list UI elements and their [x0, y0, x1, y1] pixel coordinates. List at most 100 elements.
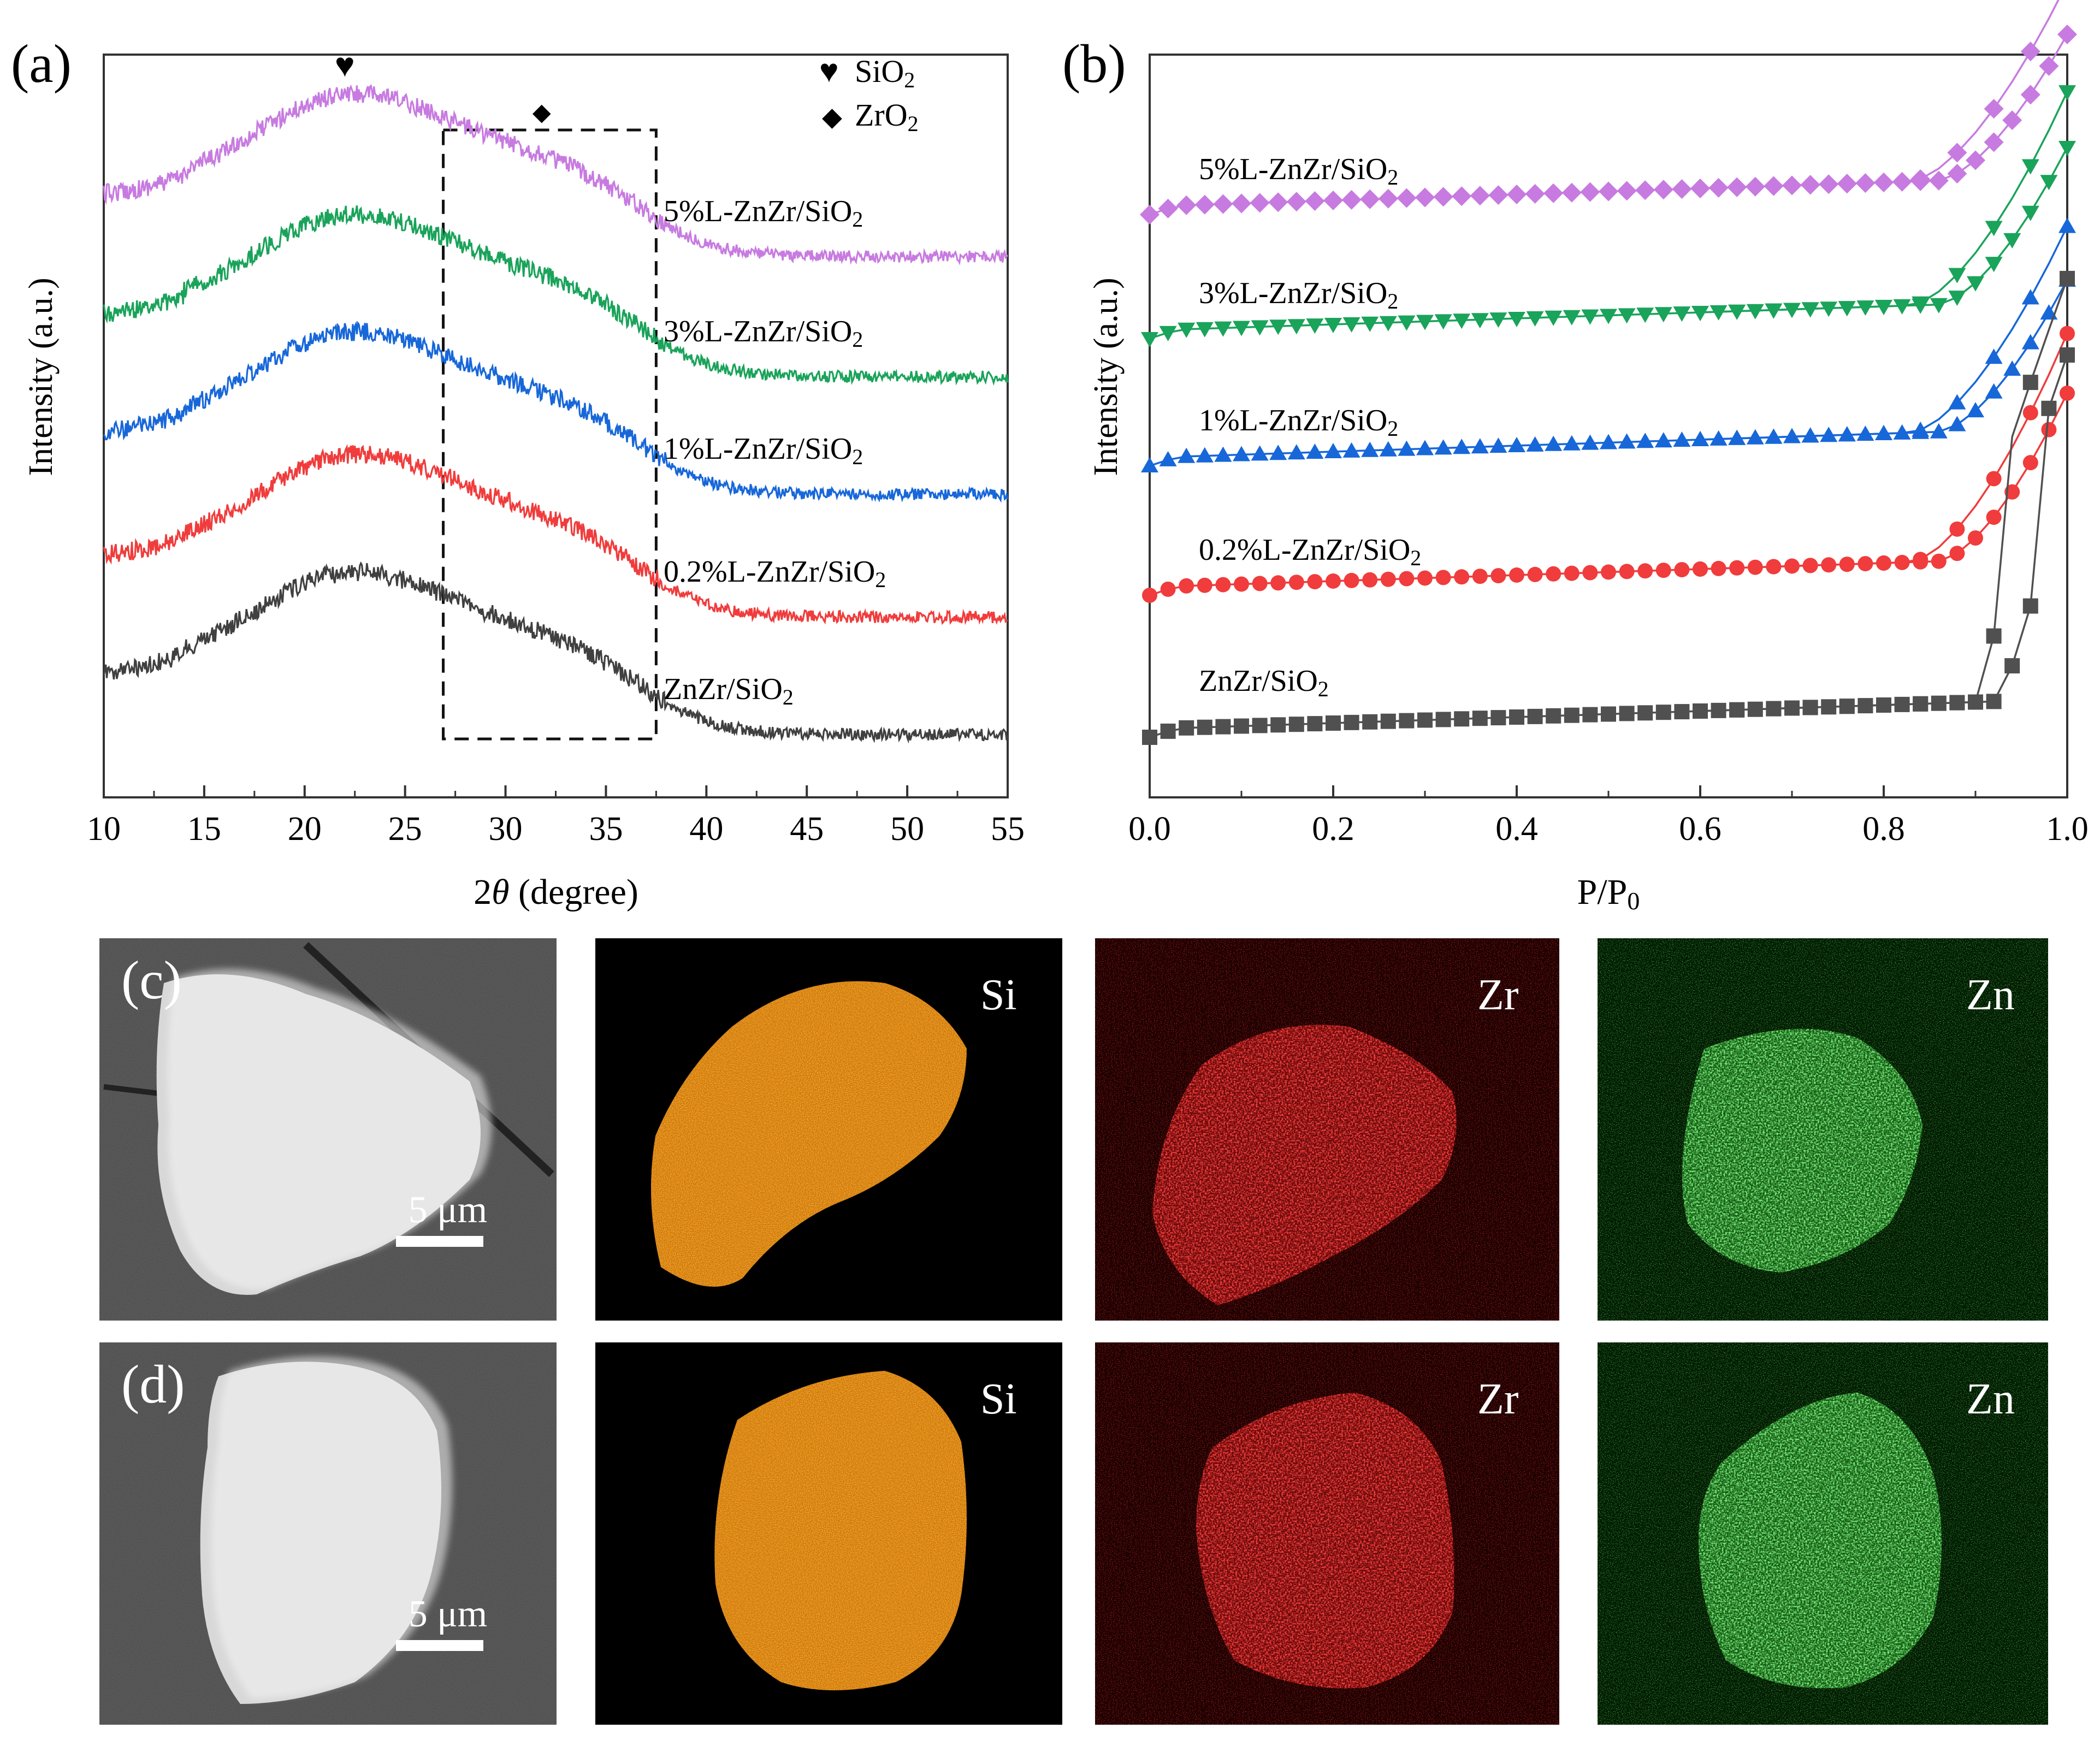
- xrd-series-label: 0.2%L-ZnZr/SiO2: [664, 555, 886, 592]
- isotherm-marker: [1709, 430, 1728, 446]
- isotherm-marker: [1141, 457, 1158, 472]
- isotherm-marker: [1893, 424, 1911, 440]
- isotherm-marker: [1819, 174, 1839, 194]
- isotherm-marker: [1599, 181, 1618, 202]
- isotherm-marker: [1415, 187, 1435, 208]
- eds-particle-speckle: [1196, 1393, 1454, 1689]
- isotherm-marker: [2058, 141, 2076, 156]
- isotherm-marker: [1985, 257, 2003, 273]
- isotherm-marker: [1545, 310, 1563, 326]
- isotherm-marker: [1546, 566, 1561, 582]
- isotherm-marker: [1674, 562, 1690, 578]
- isotherm-marker: [2060, 325, 2075, 341]
- isotherm-marker: [1178, 322, 1196, 338]
- isotherm-marker: [2041, 400, 2057, 416]
- isotherm-marker: [1380, 713, 1396, 729]
- eds-element-label: Si: [980, 971, 1017, 1019]
- isotherm-marker: [1471, 438, 1489, 454]
- isotherm-marker: [1766, 559, 1782, 575]
- isotherm-marker: [1341, 190, 1362, 210]
- legend-sio2-label: SiO2: [855, 54, 915, 92]
- isotherm-marker: [1305, 191, 1325, 211]
- isotherm-marker: [1269, 445, 1287, 460]
- isotherm-marker: [2022, 405, 2038, 421]
- isotherm-marker: [1252, 718, 1268, 733]
- isotherm-marker: [2003, 233, 2021, 248]
- isotherm-marker: [1269, 319, 1287, 335]
- isotherm-marker: [1948, 268, 1966, 283]
- isotherm-series-label: 0.2%L-ZnZr/SiO2: [1199, 533, 1421, 570]
- isotherm-marker: [1434, 314, 1452, 330]
- isotherm-marker: [1326, 715, 1341, 731]
- isotherm-marker: [2057, 25, 2077, 44]
- isotherm-marker: [2058, 217, 2076, 233]
- isotherm-marker: [1380, 571, 1396, 587]
- panel-b-label: (b): [1062, 33, 1126, 94]
- panel-label: (d): [121, 1354, 185, 1415]
- isotherm-marker: [1232, 193, 1251, 214]
- isotherm-marker: [1931, 695, 1947, 711]
- isotherm-marker: [2022, 375, 2038, 390]
- isotherm-marker: [1234, 718, 1249, 734]
- isotherm-marker: [1746, 429, 1764, 445]
- isotherm-marker: [1893, 299, 1911, 315]
- isotherm-marker: [1453, 313, 1471, 329]
- isotherm-marker: [1564, 707, 1580, 723]
- isotherm-series-label: ZnZr/SiO2: [1199, 664, 1329, 701]
- sem-eds-panels: (c) 5 μm Si Zr Zn (d) 5 μm Si Zr Zn: [99, 938, 2048, 1725]
- isotherm-marker: [2021, 205, 2039, 221]
- isotherm-marker: [1379, 316, 1397, 332]
- isotherm-marker: [1344, 572, 1359, 588]
- isotherm-marker: [1526, 436, 1544, 452]
- isotherm-marker: [1653, 180, 1673, 200]
- isotherm-marker: [1948, 291, 1966, 306]
- isotherm-marker: [1326, 573, 1341, 589]
- xrd-series-label: 5%L-ZnZr/SiO2: [664, 194, 863, 232]
- isotherm-marker: [1984, 132, 2004, 152]
- isotherm-marker: [1986, 510, 2002, 525]
- isotherm-marker: [2002, 110, 2022, 131]
- isotherm-marker: [1324, 318, 1342, 333]
- isotherm-marker: [1821, 699, 1837, 715]
- xrd-series-line: [103, 443, 1008, 625]
- isotherm-marker: [1690, 179, 1710, 198]
- isotherm-marker: [1783, 303, 1801, 318]
- isotherm-marker: [1179, 578, 1194, 594]
- xtick-label: 0.6: [1679, 810, 1722, 848]
- isotherm-marker: [1947, 164, 1967, 184]
- xtick-label: 0.2: [1312, 810, 1354, 848]
- isotherm-marker: [1251, 320, 1269, 336]
- isotherm-marker: [1876, 697, 1891, 713]
- legend-heart-icon: ♥: [819, 53, 839, 89]
- isotherm-marker: [1270, 575, 1286, 591]
- isotherm-marker: [2060, 386, 2075, 401]
- isotherm-marker: [1728, 429, 1746, 445]
- isotherm-marker: [1399, 713, 1415, 729]
- isotherm-marker: [1784, 700, 1800, 716]
- isotherm-marker: [1470, 186, 1490, 206]
- xtick-label: 35: [589, 810, 623, 848]
- isotherm-marker: [1967, 402, 1984, 418]
- isotherm-marker: [2004, 658, 2020, 674]
- isotherm-marker: [2020, 85, 2040, 105]
- isotherm-marker: [1875, 300, 1892, 315]
- isotherm-marker: [1251, 445, 1269, 461]
- isotherm-marker: [1839, 699, 1855, 714]
- isotherm-markers: [1141, 85, 2076, 347]
- eds-element-label: Zn: [1966, 1375, 2015, 1423]
- isotherm-marker: [2021, 159, 2039, 175]
- xrd-series-line: [103, 321, 1009, 503]
- isotherm-marker: [1582, 565, 1598, 581]
- isotherm-marker: [1252, 576, 1268, 591]
- isotherm-marker: [1858, 556, 1873, 572]
- panel-a-peak-markers: ♥◆: [335, 47, 551, 126]
- isotherm-marker: [1800, 175, 1820, 195]
- isotherm-marker: [1268, 192, 1288, 212]
- isotherm-marker: [1142, 730, 1157, 745]
- isotherm-marker: [1821, 557, 1837, 573]
- isotherm-marker: [1693, 561, 1708, 577]
- isotherm-marker: [1581, 309, 1599, 325]
- isotherm-markers: [1141, 217, 2076, 472]
- isotherm-marker: [1563, 310, 1581, 325]
- isotherm-marker: [1929, 170, 1949, 191]
